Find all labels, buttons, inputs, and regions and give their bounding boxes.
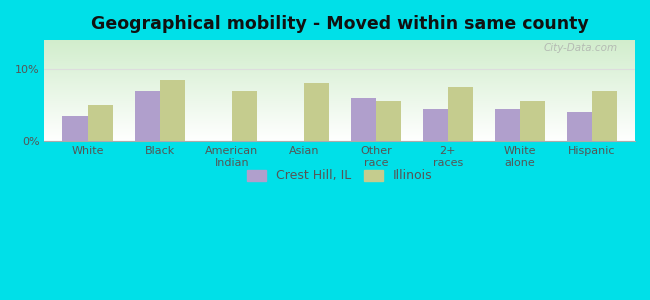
Bar	[231, 91, 257, 141]
Bar	[567, 112, 592, 141]
Bar	[88, 105, 113, 141]
Bar	[376, 101, 401, 141]
Bar	[422, 109, 448, 141]
Bar	[520, 101, 545, 141]
Title: Geographical mobility - Moved within same county: Geographical mobility - Moved within sam…	[91, 15, 589, 33]
Bar	[160, 80, 185, 141]
Legend: Crest Hill, IL, Illinois: Crest Hill, IL, Illinois	[242, 164, 437, 188]
Text: City-Data.com: City-Data.com	[543, 43, 618, 53]
Bar	[592, 91, 617, 141]
Bar	[62, 116, 88, 141]
Bar	[304, 83, 329, 141]
Bar	[350, 98, 376, 141]
Bar	[448, 87, 473, 141]
Bar	[495, 109, 520, 141]
Bar	[135, 91, 160, 141]
